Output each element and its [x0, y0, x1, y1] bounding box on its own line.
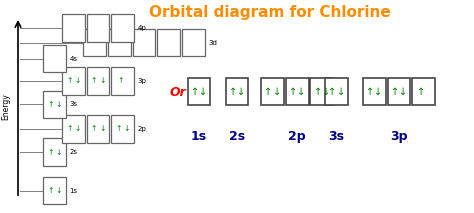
Text: Energy: Energy: [1, 93, 10, 120]
Text: ↑: ↑: [328, 87, 337, 96]
Text: ↓: ↓: [99, 124, 105, 133]
Text: ↓: ↓: [55, 100, 62, 109]
Text: ↑: ↑: [191, 87, 199, 96]
Text: 3p: 3p: [137, 78, 146, 84]
Text: 1s: 1s: [191, 130, 207, 143]
Text: ↑: ↑: [47, 148, 54, 157]
Text: ↑: ↑: [418, 87, 426, 96]
Text: ↑: ↑: [314, 87, 322, 96]
Text: 4s: 4s: [69, 56, 77, 62]
Bar: [87, 67, 109, 95]
Bar: [157, 29, 180, 56]
Text: ↑: ↑: [47, 100, 54, 109]
Bar: [412, 78, 435, 105]
Text: ↑: ↑: [366, 87, 374, 96]
Text: ↓: ↓: [199, 87, 207, 96]
Bar: [43, 45, 66, 72]
Bar: [286, 78, 309, 105]
Text: ↓: ↓: [322, 87, 330, 96]
Text: ↓: ↓: [237, 87, 245, 96]
Bar: [111, 115, 134, 143]
Text: ↓: ↓: [399, 87, 407, 96]
Bar: [83, 29, 106, 56]
Text: ↑: ↑: [47, 186, 54, 195]
Text: ↑: ↑: [116, 124, 122, 133]
Text: ↑: ↑: [91, 124, 97, 133]
Text: ↑: ↑: [229, 87, 237, 96]
Text: ↑: ↑: [66, 76, 73, 85]
Bar: [111, 67, 134, 95]
Bar: [310, 78, 333, 105]
Text: ↑: ↑: [264, 87, 273, 96]
Text: ↓: ↓: [99, 76, 105, 85]
Text: 3p: 3p: [391, 130, 408, 143]
Text: 2s: 2s: [229, 130, 245, 143]
Text: ↑: ↑: [117, 76, 124, 85]
Text: ↓: ↓: [55, 148, 62, 157]
Text: 3d: 3d: [208, 40, 217, 46]
Bar: [188, 78, 210, 105]
Text: 2p: 2p: [137, 126, 146, 132]
Bar: [182, 29, 205, 56]
Text: 2p: 2p: [288, 130, 306, 143]
Text: Or: Or: [169, 86, 186, 99]
Text: ↓: ↓: [74, 76, 81, 85]
Text: 4p: 4p: [137, 25, 146, 31]
Bar: [325, 78, 348, 105]
Bar: [43, 177, 66, 204]
Text: ↑: ↑: [91, 76, 97, 85]
Bar: [111, 14, 134, 42]
Text: Orbital diagram for Chlorine: Orbital diagram for Chlorine: [149, 5, 391, 20]
Bar: [62, 115, 85, 143]
Bar: [261, 78, 284, 105]
Text: 1s: 1s: [69, 188, 77, 194]
Text: ↓: ↓: [337, 87, 345, 96]
Bar: [226, 78, 248, 105]
Bar: [108, 29, 131, 56]
Bar: [388, 78, 410, 105]
Bar: [62, 67, 85, 95]
Text: ↑: ↑: [391, 87, 399, 96]
Text: ↑: ↑: [289, 87, 297, 96]
Text: 3s: 3s: [69, 101, 77, 107]
Text: 3s: 3s: [328, 130, 345, 143]
Text: ↓: ↓: [74, 124, 81, 133]
Bar: [87, 14, 109, 42]
Text: ↓: ↓: [273, 87, 281, 96]
Bar: [87, 115, 109, 143]
Bar: [133, 29, 155, 56]
Text: ↓: ↓: [124, 124, 130, 133]
Text: ↓: ↓: [55, 186, 62, 195]
Bar: [62, 14, 85, 42]
Bar: [43, 91, 66, 118]
Text: 2s: 2s: [69, 149, 77, 155]
Bar: [43, 138, 66, 166]
Text: ↓: ↓: [297, 87, 305, 96]
Text: ↑: ↑: [66, 124, 73, 133]
Bar: [363, 78, 386, 105]
Text: ↓: ↓: [374, 87, 383, 96]
